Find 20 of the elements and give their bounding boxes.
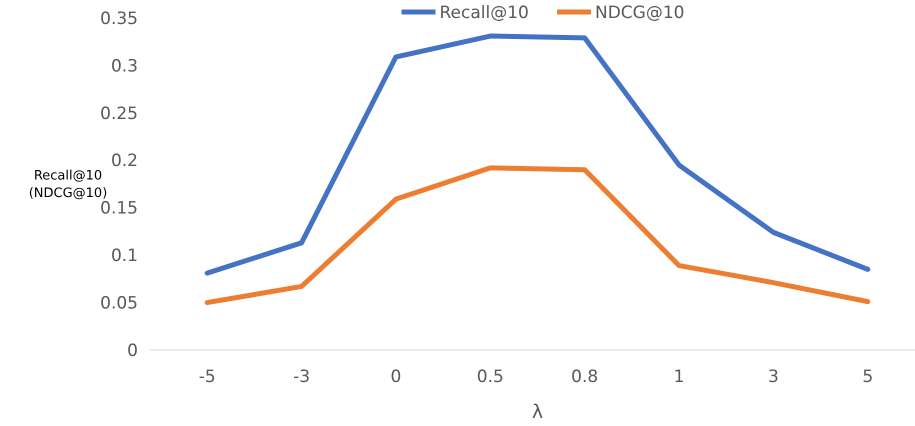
x-tick-label: 0.8 [571,367,598,387]
y-tick-label: 0.2 [110,151,138,172]
x-tick-label: 3 [768,367,779,387]
x-tick-label: 0 [390,367,402,387]
y-tick-label: 0 [127,340,138,361]
legend-label: Recall@10 [440,2,529,23]
y-tick-label: 0.35 [100,8,138,29]
y-axis-title: Recall@10 (NDCG@10) [28,168,108,202]
y-tick-label: 0.15 [100,198,138,219]
x-tick-label: 1 [674,367,684,387]
y-tick-label: 0.1 [110,246,138,266]
x-tick-label: 0.5 [476,367,504,387]
x-tick-label: -5 [198,367,216,387]
y-tick-label: 0.25 [100,104,138,124]
x-axis-title: λ [532,401,544,423]
x-tick-label: -3 [293,367,310,387]
legend-label: NDCG@10 [595,2,684,23]
y-tick-label: 0.3 [110,56,138,76]
x-tick-label: 5 [862,367,874,387]
y-tick-label: 0.05 [100,294,138,314]
